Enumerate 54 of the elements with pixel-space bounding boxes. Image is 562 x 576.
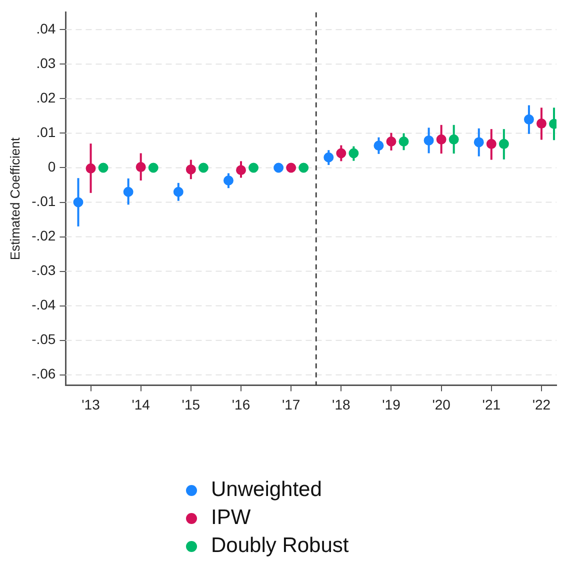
x-tick-label: '14 <box>132 396 150 412</box>
y-tick-label: -.06 <box>32 366 56 382</box>
y-tick-label: -.04 <box>32 296 56 313</box>
y-tick-label: .04 <box>36 20 56 37</box>
x-tick-label: '15 <box>182 396 200 412</box>
y-tick-label: .01 <box>36 124 56 140</box>
point <box>324 152 334 162</box>
x-tick-label: '16 <box>232 396 250 412</box>
point <box>173 186 184 197</box>
y-tick-label: -.01 <box>32 193 56 210</box>
point <box>136 162 146 172</box>
point <box>86 163 96 174</box>
point <box>274 162 284 173</box>
point <box>248 162 259 173</box>
x-tick-label: '21 <box>482 396 501 412</box>
y-axis-title: Estimated Coefficient <box>7 137 22 260</box>
legend-label: Doubly Robust <box>211 534 349 558</box>
x-tick-label: '13 <box>82 396 100 412</box>
x-tick-label: '22 <box>532 396 551 412</box>
point <box>448 134 459 144</box>
y-tick-label: .02 <box>36 90 56 106</box>
point <box>298 162 309 173</box>
point <box>186 164 196 174</box>
x-tick-label: '20 <box>432 396 451 412</box>
point <box>424 135 434 146</box>
point <box>398 136 409 146</box>
point <box>123 186 134 197</box>
point <box>286 162 296 173</box>
x-tick-label: '19 <box>382 396 401 412</box>
legend-label: IPW <box>211 506 251 530</box>
y-tick-label: .03 <box>36 55 56 72</box>
point <box>223 176 234 186</box>
point <box>436 134 446 144</box>
x-tick-label: '17 <box>282 396 300 412</box>
point <box>336 148 346 158</box>
point <box>536 118 546 129</box>
point <box>148 162 158 173</box>
x-tick-label: '18 <box>332 396 350 412</box>
point <box>198 162 208 173</box>
y-tick-label: 0 <box>48 158 56 175</box>
y-tick-label: -.05 <box>32 331 56 348</box>
y-tick-label: -.03 <box>32 262 56 278</box>
point <box>474 137 484 148</box>
point <box>348 148 359 158</box>
point <box>236 165 246 176</box>
y-tick-label: -.02 <box>32 228 56 244</box>
point <box>386 136 396 146</box>
point <box>98 162 108 173</box>
point <box>73 197 84 208</box>
point <box>374 140 384 151</box>
point <box>486 138 496 149</box>
legend-label: Unweighted <box>211 478 322 502</box>
point <box>524 114 534 124</box>
point <box>498 138 509 149</box>
